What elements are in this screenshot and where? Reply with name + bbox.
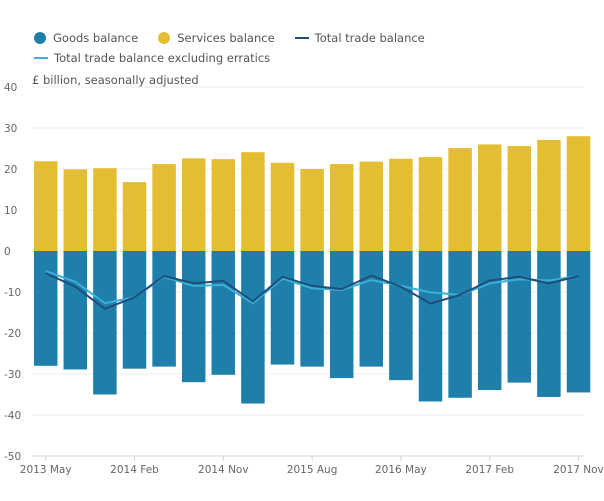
goods-bar[interactable] [93, 251, 117, 395]
legend-label: Goods balance [53, 31, 139, 45]
x-tick-label: 2017 Feb [465, 464, 514, 476]
goods-bar[interactable] [122, 251, 147, 369]
legend-item-services[interactable]: Services balance [158, 31, 275, 45]
services-dot-icon [158, 32, 171, 44]
goods-bar[interactable] [241, 251, 265, 404]
legend-label: Total trade balance [314, 31, 425, 45]
legend-label: Services balance [177, 31, 275, 45]
services-bar[interactable] [537, 139, 561, 251]
legend-item-goods[interactable]: Goods balance [34, 31, 138, 45]
x-axis: 2013 May 2014 Feb 2014 Nov 2015 Aug 2016 May… [20, 456, 604, 476]
goods-bar[interactable] [566, 251, 591, 393]
x-tick-label: 2017 Nov [553, 464, 604, 476]
services-bar[interactable] [566, 136, 591, 251]
services-bar[interactable] [329, 164, 354, 251]
lines [45, 270, 579, 310]
services-bar[interactable] [181, 158, 206, 251]
total-trade-line [45, 272, 579, 310]
services-bar[interactable] [63, 169, 88, 251]
services-bar[interactable] [477, 144, 502, 251]
y-tick-label: -50 [4, 451, 21, 463]
services-bar[interactable] [241, 152, 265, 251]
goods-bar[interactable] [300, 251, 324, 367]
x-tick-label: 2016 May [375, 464, 427, 476]
services-bar[interactable] [389, 158, 413, 251]
goods-bar[interactable] [181, 251, 206, 383]
services-bar[interactable] [448, 148, 472, 251]
legend-label: Total trade balance excluding erratics [54, 51, 271, 65]
y-tick-label: 40 [4, 82, 17, 94]
goods-bar[interactable] [448, 251, 472, 398]
y-tick-label: 20 [4, 164, 17, 176]
goods-bar[interactable] [152, 251, 176, 367]
goods-bar[interactable] [359, 251, 384, 367]
services-bar[interactable] [359, 161, 384, 251]
services-bar[interactable] [418, 157, 443, 251]
goods-bar[interactable] [418, 251, 443, 402]
bars [33, 136, 591, 404]
goods-bar[interactable] [389, 251, 413, 381]
x-tick-label: 2014 Feb [110, 464, 159, 476]
services-bar[interactable] [270, 162, 295, 251]
y-tick-label: 30 [4, 123, 17, 135]
y-axis-unit-label: £ billion, seasonally adjusted [32, 73, 199, 87]
legend-item-total[interactable]: Total trade balance [294, 31, 425, 45]
goods-bar[interactable] [507, 251, 532, 383]
y-tick-label: -20 [4, 328, 21, 340]
total-line-icon [294, 37, 309, 39]
goods-dot-icon [34, 32, 46, 44]
goods-bar[interactable] [329, 251, 354, 379]
goods-bar[interactable] [477, 251, 502, 390]
x-tick-label: 2015 Aug [287, 464, 338, 476]
services-bar[interactable] [93, 168, 117, 251]
y-tick-label: 10 [4, 205, 17, 217]
goods-bar[interactable] [63, 251, 88, 370]
goods-bar[interactable] [270, 251, 295, 365]
x-tick-label: 2013 May [20, 464, 72, 476]
y-tick-label: -10 [4, 287, 21, 299]
chart-legend: Goods balance Services balance Total tra… [34, 28, 594, 68]
services-bar[interactable] [122, 182, 147, 251]
goods-bar[interactable] [211, 251, 236, 375]
services-bar[interactable] [300, 169, 324, 251]
goods-bar[interactable] [537, 251, 561, 397]
y-tick-label: -40 [4, 410, 21, 422]
services-bar[interactable] [211, 159, 236, 251]
services-bar[interactable] [507, 146, 532, 251]
total-excl-line-icon [34, 57, 48, 59]
goods-bar[interactable] [33, 251, 58, 366]
y-tick-label: 0 [4, 246, 11, 258]
x-tick-label: 2014 Nov [198, 464, 249, 476]
y-tick-label: -30 [4, 369, 21, 381]
legend-item-total-excl-erratics[interactable]: Total trade balance excluding erratics [34, 51, 270, 65]
services-bar[interactable] [152, 164, 176, 251]
services-bar[interactable] [33, 161, 58, 251]
y-axis-ticks: 40 30 20 10 0 -10 -20 -30 -40 -50 [4, 82, 21, 463]
